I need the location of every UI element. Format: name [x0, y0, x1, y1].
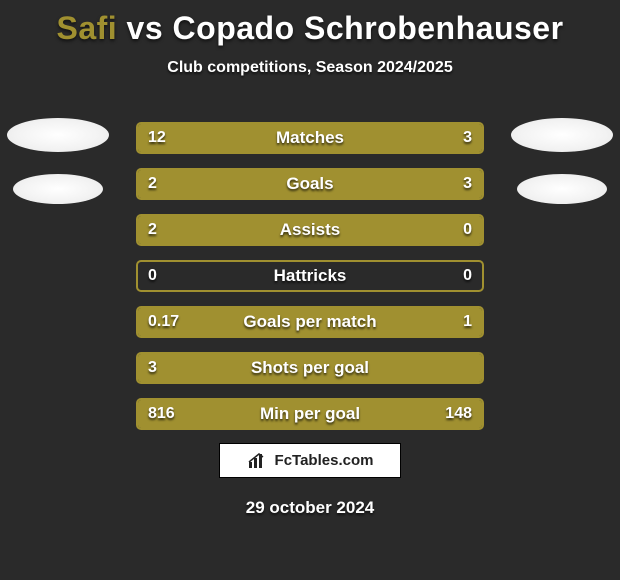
- stat-label: Matches: [138, 124, 482, 152]
- stat-row: 816Min per goal148: [136, 398, 484, 430]
- avatar-group-left: [3, 118, 113, 204]
- player2-name: Copado Schrobenhauser: [173, 10, 564, 46]
- player1-name: Safi: [56, 10, 117, 46]
- stat-value-right: 0: [463, 216, 472, 244]
- stat-value-right: 3: [463, 124, 472, 152]
- stat-row: 2Assists0: [136, 214, 484, 246]
- title-vs: vs: [127, 10, 164, 46]
- comparison-infographic: Safi vs Copado Schrobenhauser Club compe…: [0, 0, 620, 580]
- source-badge-text: FcTables.com: [275, 452, 374, 469]
- stat-row: 0.17Goals per match1: [136, 306, 484, 338]
- stat-label: Goals per match: [138, 308, 482, 336]
- chart-icon: [247, 452, 269, 470]
- page-title: Safi vs Copado Schrobenhauser: [0, 0, 620, 47]
- player1-club-avatar: [13, 174, 103, 204]
- stat-label: Shots per goal: [138, 354, 482, 382]
- stat-row: 12Matches3: [136, 122, 484, 154]
- stat-row: 0Hattricks0: [136, 260, 484, 292]
- player2-club-avatar: [517, 174, 607, 204]
- stat-row: 3Shots per goal: [136, 352, 484, 384]
- stat-label: Min per goal: [138, 400, 482, 428]
- player1-avatar: [7, 118, 109, 152]
- stat-bars: 12Matches32Goals32Assists00Hattricks00.1…: [136, 122, 484, 430]
- stat-value-right: 148: [445, 400, 472, 428]
- subtitle: Club competitions, Season 2024/2025: [0, 59, 620, 77]
- footer-date: 29 october 2024: [0, 498, 620, 518]
- stat-value-right: 1: [463, 308, 472, 336]
- avatar-group-right: [507, 118, 617, 204]
- stat-value-right: 3: [463, 170, 472, 198]
- player2-avatar: [511, 118, 613, 152]
- stat-row: 2Goals3: [136, 168, 484, 200]
- stat-value-right: 0: [463, 262, 472, 290]
- source-badge: FcTables.com: [219, 443, 401, 478]
- stat-label: Goals: [138, 170, 482, 198]
- stat-label: Hattricks: [138, 262, 482, 290]
- stat-label: Assists: [138, 216, 482, 244]
